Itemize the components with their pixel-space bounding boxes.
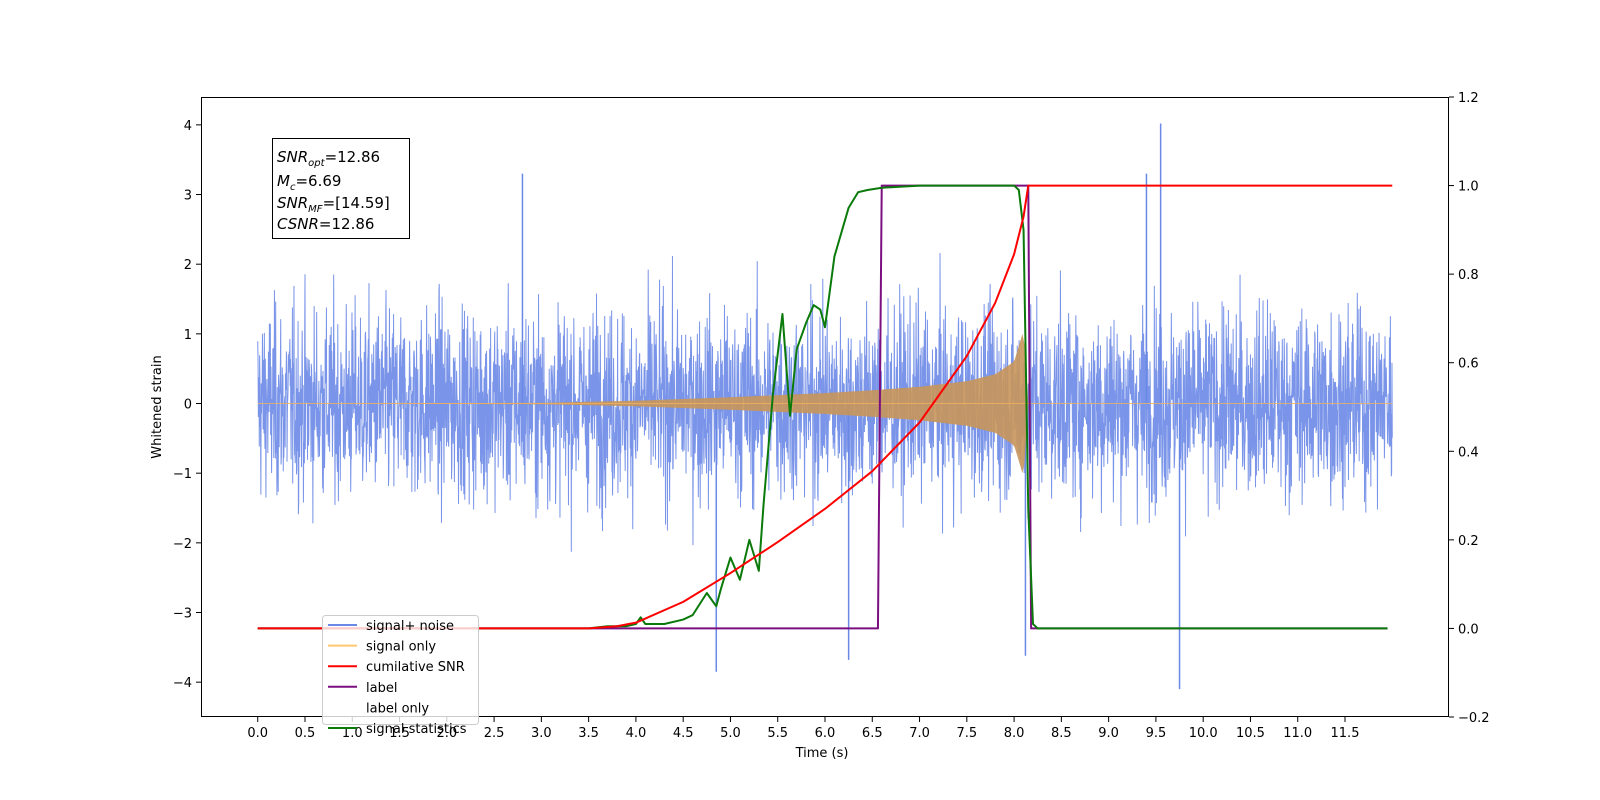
- left-y-tick-label: −2: [173, 537, 192, 552]
- x-tick-label: 4.0: [626, 726, 647, 741]
- x-tick-label: 0.5: [295, 726, 316, 741]
- x-tick-label: 2.5: [484, 726, 505, 741]
- x-tick-label: 1.5: [389, 726, 410, 741]
- x-tick-label: 11.0: [1283, 726, 1312, 741]
- x-tick-label: 5.5: [767, 726, 788, 741]
- right-y-axis: 1.2 1.0 0.8 0.6 0.4 0.2 0.0 −0.2: [1449, 91, 1490, 726]
- right-y-tick-label: 1.0: [1458, 180, 1479, 195]
- csnr-text: CSNR=12.86: [277, 215, 374, 233]
- right-y-tick-label: 0.2: [1458, 534, 1479, 549]
- series-cumulative-snr: [257, 184, 1393, 630]
- legend-label: signal+ noise: [366, 619, 454, 634]
- right-y-tick-label: 0.8: [1458, 268, 1479, 283]
- left-y-tick-label: 0: [184, 398, 192, 413]
- right-y-tick-label: 1.2: [1458, 91, 1479, 106]
- plot-area: [257, 123, 1393, 690]
- left-y-tick-label: −1: [173, 467, 192, 482]
- x-tick-label: 9.0: [1098, 726, 1119, 741]
- left-y-tick-label: 3: [184, 189, 192, 204]
- legend: signal+ noise signal only cumilative SNR la…: [322, 615, 479, 737]
- x-tick-label: 7.0: [909, 726, 930, 741]
- axes-frame: [201, 97, 1449, 717]
- right-y-tick-label: −0.2: [1458, 711, 1490, 726]
- left-y-tick-label: 2: [184, 258, 192, 273]
- x-tick-label: 8.0: [1004, 726, 1025, 741]
- legend-label: signal only: [366, 640, 436, 655]
- x-tick-label: 3.0: [531, 726, 552, 741]
- x-axis-label: Time (s): [795, 746, 849, 761]
- x-tick-label: 1.0: [342, 726, 363, 741]
- legend-label: label only: [366, 701, 429, 716]
- right-y-tick-label: 0.4: [1458, 445, 1479, 460]
- x-tick-label: 6.5: [862, 726, 883, 741]
- x-tick-label: 4.5: [673, 726, 694, 741]
- x-tick-label: 10.0: [1189, 726, 1218, 741]
- right-y-tick-label: 0.0: [1458, 622, 1479, 637]
- right-y-tick-label: 0.6: [1458, 357, 1479, 372]
- left-y-tick-label: 1: [184, 328, 192, 343]
- x-tick-label: 8.5: [1051, 726, 1072, 741]
- snr-opt-text: SNRopt=12.86: [277, 148, 380, 169]
- series-signal-statistics: [257, 184, 1388, 630]
- x-tick-label: 2.0: [436, 726, 457, 741]
- x-tick-label: 9.5: [1146, 726, 1167, 741]
- stats-annotation: SNRopt=12.86 Mc=6.69 SNRMF=[14.59] CSNR=…: [272, 138, 410, 239]
- legend-label: cumilative SNR: [366, 660, 465, 675]
- left-y-tick-label: −4: [173, 676, 192, 691]
- legend-label: signal statistics: [366, 722, 467, 737]
- left-y-tick-label: −3: [173, 607, 192, 622]
- x-tick-label: 0.0: [247, 726, 268, 741]
- snr-mf-text: SNRMF=[14.59]: [277, 194, 390, 215]
- chirp-mass-text: Mc=6.69: [277, 172, 341, 193]
- x-tick-label: 5.0: [720, 726, 741, 741]
- left-y-tick-label: 4: [184, 119, 192, 134]
- x-tick-label: 7.5: [956, 726, 977, 741]
- x-tick-label: 3.5: [578, 726, 599, 741]
- left-y-axis: 4 3 2 1 0 −1 −2 −3 −4: [173, 119, 201, 691]
- x-tick-label: 10.5: [1236, 726, 1265, 741]
- series-signal-plus-noise: [257, 253, 1393, 552]
- left-y-axis-label: Whitened strain: [150, 355, 165, 458]
- x-tick-label: 11.5: [1331, 726, 1360, 741]
- legend-label: label: [366, 681, 397, 696]
- x-tick-label: 6.0: [815, 726, 836, 741]
